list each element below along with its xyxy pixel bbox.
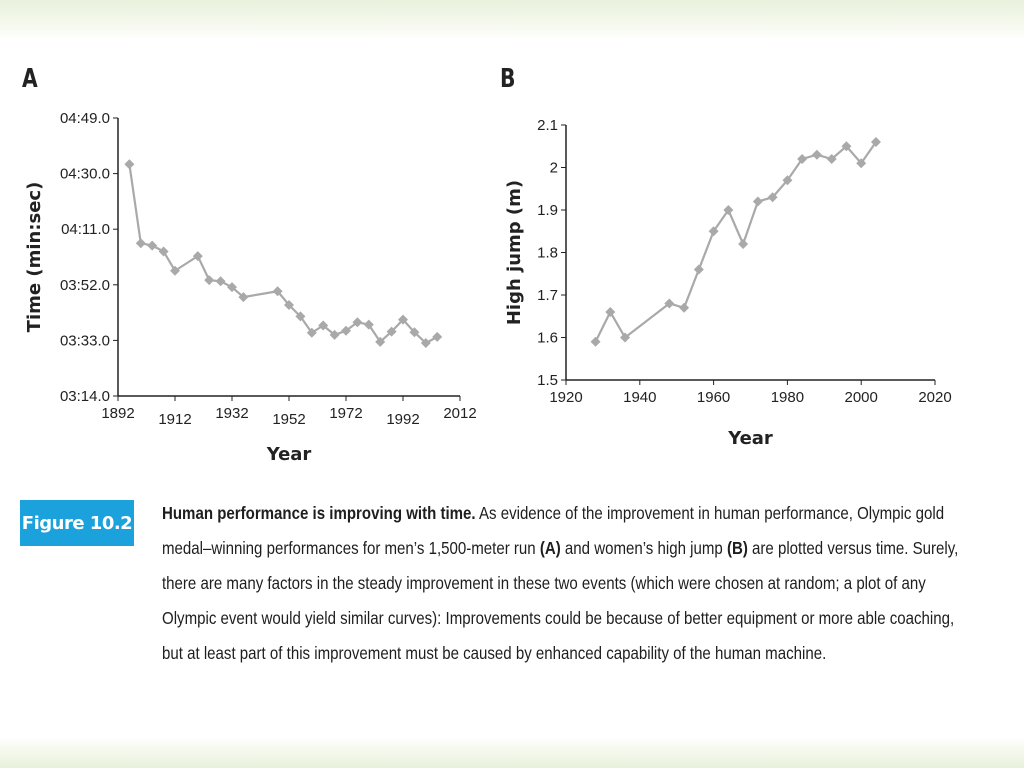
data-point — [870, 137, 881, 147]
x-tick-label: 1932 — [215, 405, 248, 422]
data-point — [227, 282, 237, 293]
bottom-decoration-band — [0, 738, 1024, 768]
data-point — [826, 154, 837, 164]
data-point — [341, 325, 351, 336]
data-point — [856, 158, 867, 169]
data-point — [238, 292, 249, 303]
data-point — [420, 338, 431, 349]
x-tick-label: 1960 — [697, 389, 730, 406]
data-point — [620, 332, 631, 343]
y-tick-label: 04:30.0 — [60, 166, 110, 183]
y-tick-label: 2.1 — [537, 117, 558, 134]
data-point — [841, 141, 852, 152]
top-decoration-band — [0, 0, 1024, 40]
data-point — [158, 246, 169, 257]
data-point — [432, 331, 443, 342]
data-point — [409, 327, 420, 338]
chart-b-high-jump: 1920 1940 1960 1980 2000 2020 1.5 1.6 1.7 1.8 1.9 2… — [504, 117, 952, 449]
y-tick-label: 1.7 — [537, 287, 558, 304]
caption-ref-a: (A) — [539, 538, 561, 558]
y-tick-label: 1.5 — [537, 372, 558, 389]
data-point — [124, 159, 135, 170]
data-point — [605, 307, 616, 317]
caption-ref-b: (B) — [726, 538, 748, 558]
figure-badge: Figure 10.2 — [20, 500, 134, 546]
x-tick-label: 1980 — [771, 389, 804, 406]
x-tick-label: 1952 — [272, 411, 305, 428]
data-point — [752, 196, 763, 207]
x-tick-label: 1892 — [101, 405, 134, 422]
x-tick-label: 1912 — [158, 411, 191, 428]
data-point — [329, 329, 340, 340]
data-point — [363, 319, 374, 330]
data-point — [135, 238, 146, 249]
y-tick-label: 04:11.0 — [61, 221, 110, 238]
figure-caption: Human performance is improving with time… — [162, 496, 962, 671]
data-point — [352, 317, 363, 328]
y-tick-label: 2 — [550, 160, 558, 177]
panel-a-label: A — [22, 64, 38, 94]
y-tick-label: 03:52.0 — [60, 277, 110, 294]
data-point — [723, 205, 734, 215]
data-point — [170, 265, 180, 276]
data-point — [318, 320, 329, 331]
series-line — [594, 141, 877, 343]
x-tick-label: 1940 — [623, 389, 656, 406]
x-tick-label: 1992 — [386, 411, 419, 428]
series-line — [128, 164, 438, 345]
y-tick-label: 03:14.0 — [60, 388, 110, 405]
y-tick-label: 1.8 — [537, 245, 558, 262]
data-point — [215, 276, 226, 287]
data-point — [295, 311, 306, 322]
data-point — [204, 275, 215, 286]
data-point — [386, 326, 397, 337]
data-point — [767, 192, 778, 203]
data-point — [284, 299, 294, 310]
data-point — [738, 239, 749, 249]
data-point — [797, 154, 808, 164]
x-tick-label: 2012 — [443, 405, 476, 422]
x-tick-label: 1920 — [549, 389, 582, 406]
caption-lead: Human performance is improving with time… — [162, 503, 476, 523]
y-tick-label: 03:33.0 — [60, 332, 110, 349]
data-point — [708, 226, 719, 237]
x-axis-title: Year — [266, 444, 312, 465]
y-tick-label: 1.9 — [537, 202, 558, 219]
x-tick-label: 2020 — [918, 389, 951, 406]
x-tick-label: 1972 — [329, 405, 362, 422]
x-axis-title: Year — [727, 428, 773, 449]
y-tick-label: 04:49.0 — [60, 110, 110, 127]
x-tick-label: 2000 — [845, 389, 878, 406]
panel-b-label: B — [500, 64, 516, 94]
data-point — [192, 251, 203, 262]
caption-text-2: and women’s high jump — [560, 538, 727, 558]
y-axis-title: Time (min:sec) — [24, 182, 45, 333]
y-axis-title: High jump (m) — [504, 180, 525, 325]
data-point — [782, 175, 793, 186]
data-point — [679, 302, 690, 313]
caption-text-1: As evidence of the improvement in human … — [162, 503, 945, 558]
data-point — [375, 336, 386, 347]
data-point — [664, 298, 675, 309]
data-point — [272, 286, 283, 297]
y-tick-label: 1.6 — [537, 330, 558, 347]
caption-text-3: are plotted versus time. Surely, there a… — [162, 538, 959, 663]
data-point — [811, 149, 822, 160]
data-point — [693, 264, 704, 275]
chart-a-1500m-run: 1892 1912 1932 1952 1972 1992 2012 03:14.0 03:33… — [24, 110, 477, 465]
data-point — [590, 336, 601, 347]
data-point — [306, 327, 317, 338]
data-point — [398, 314, 408, 325]
data-point — [147, 240, 158, 251]
